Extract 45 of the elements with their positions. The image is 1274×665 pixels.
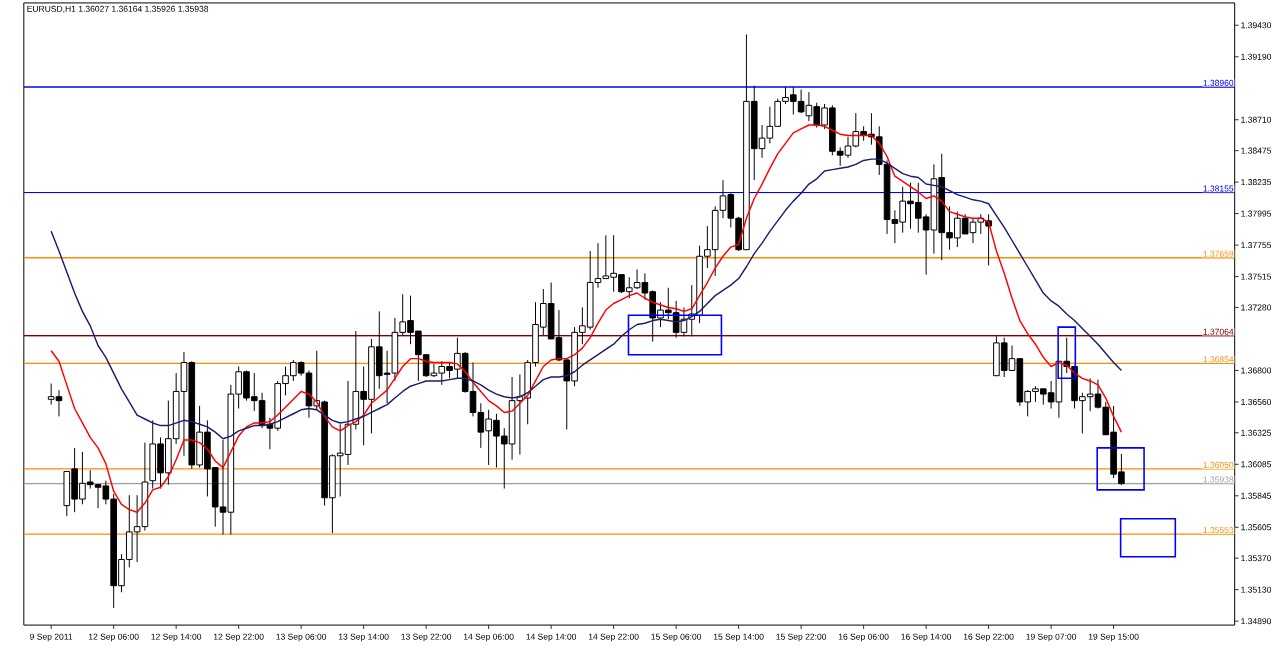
x-tick-label: 16 Sep 06:00 <box>838 633 889 642</box>
ref-line-label: 1.37064 <box>1203 328 1234 335</box>
ref-line-label: 1.35938 <box>1203 476 1234 483</box>
x-tick-label: 14 Sep 06:00 <box>463 633 514 642</box>
y-tick-label: 1.36325 <box>1241 429 1272 436</box>
y-tick-label: 1.38475 <box>1241 147 1272 154</box>
x-tick-label: 16 Sep 14:00 <box>901 633 952 642</box>
ref-line-label: 1.35553 <box>1203 526 1234 533</box>
x-tick-label: 13 Sep 06:00 <box>276 633 327 642</box>
ref-line-label: 1.38960 <box>1203 79 1234 86</box>
y-tick-label: 1.38235 <box>1241 178 1272 185</box>
x-tick-label: 15 Sep 06:00 <box>651 633 702 642</box>
y-tick-label: 1.35845 <box>1241 492 1272 499</box>
x-tick-label: 12 Sep 14:00 <box>151 633 202 642</box>
x-tick-label: 14 Sep 22:00 <box>588 633 639 642</box>
ref-line-label: 1.38155 <box>1203 185 1234 192</box>
x-tick-label: 9 Sep 2011 <box>30 633 73 642</box>
x-tick-label: 16 Sep 22:00 <box>963 633 1014 642</box>
ref-line-label: 1.36854 <box>1203 356 1234 363</box>
x-tick-label: 15 Sep 22:00 <box>776 633 827 642</box>
y-tick-label: 1.37755 <box>1241 241 1272 248</box>
x-tick-label: 19 Sep 07:00 <box>1026 633 1077 642</box>
x-tick-label: 12 Sep 22:00 <box>213 633 264 642</box>
x-tick-label: 14 Sep 14:00 <box>526 633 577 642</box>
x-tick-label: 13 Sep 14:00 <box>338 633 389 642</box>
y-tick-label: 1.35605 <box>1241 524 1272 531</box>
x-tick-label: 13 Sep 22:00 <box>401 633 452 642</box>
y-tick-label: 1.37995 <box>1241 210 1272 217</box>
y-tick-label: 1.34890 <box>1241 617 1272 624</box>
ref-line-label: 1.37659 <box>1203 250 1234 257</box>
y-tick-label: 1.35370 <box>1241 554 1272 561</box>
x-tick-label: 15 Sep 14:00 <box>713 633 764 642</box>
ref-line-label: 1.36050 <box>1203 461 1234 468</box>
chart-title: EURUSD,H1 1.36027 1.36164 1.35926 1.35938 <box>27 5 209 13</box>
y-tick-label: 1.36560 <box>1241 398 1272 405</box>
y-tick-label: 1.38710 <box>1241 116 1272 123</box>
y-tick-label: 1.39430 <box>1241 22 1272 29</box>
y-tick-label: 1.35130 <box>1241 586 1272 593</box>
x-tick-label: 19 Sep 15:00 <box>1088 633 1139 642</box>
y-tick-label: 1.39190 <box>1241 53 1272 60</box>
y-tick-label: 1.36085 <box>1241 461 1272 468</box>
y-tick-label: 1.37280 <box>1241 304 1272 311</box>
x-tick-label: 12 Sep 06:00 <box>88 633 139 642</box>
y-tick-label: 1.37515 <box>1241 273 1272 280</box>
y-tick-label: 1.36800 <box>1241 367 1272 374</box>
